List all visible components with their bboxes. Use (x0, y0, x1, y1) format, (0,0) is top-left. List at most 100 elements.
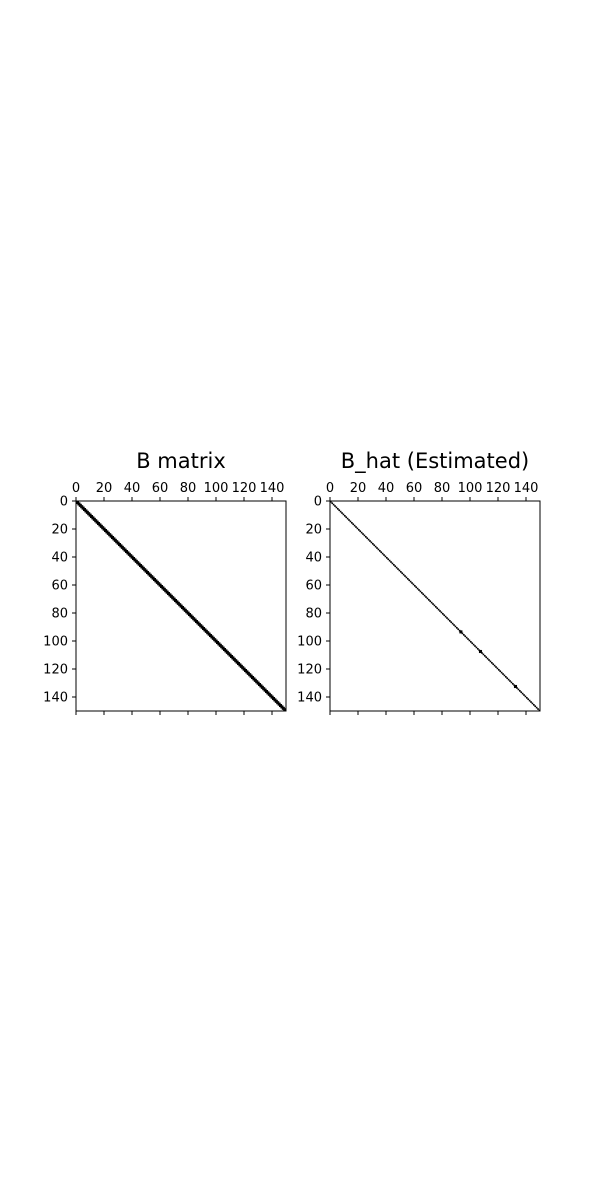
matrix-cell (178, 603, 180, 605)
matrix-cell (231, 657, 234, 660)
matrix-cell (272, 697, 274, 699)
y-tick-label: 60 (305, 579, 322, 594)
matrix-cell (167, 592, 169, 594)
matrix-cell (411, 582, 413, 584)
matrix-cell (202, 625, 204, 628)
matrix-cell (475, 646, 478, 649)
matrix-cell (439, 610, 441, 612)
matrix-cell (344, 515, 346, 517)
matrix-cell (122, 548, 124, 551)
matrix-cell (244, 669, 246, 671)
matrix-cell (77, 503, 80, 506)
matrix-cell (349, 520, 352, 523)
matrix-cell (169, 593, 172, 596)
matrix-cell (263, 690, 266, 692)
matrix-cell (113, 540, 116, 542)
matrix-cell (260, 684, 263, 687)
matrix-cell (111, 537, 113, 540)
matrix-cell (143, 566, 145, 569)
matrix-cell (214, 639, 217, 642)
chart-title: B_hat (Estimated) (341, 449, 529, 474)
matrix-cell (339, 510, 342, 513)
matrix-cell (127, 554, 130, 556)
matrix-cell (143, 568, 145, 570)
matrix-cell (176, 601, 179, 604)
matrix-cell (245, 669, 248, 671)
matrix-cell (407, 578, 409, 580)
matrix-cell (139, 562, 141, 565)
matrix-cell (486, 657, 489, 660)
matrix-cell (101, 526, 103, 528)
matrix-cell (168, 593, 171, 596)
matrix-cell (355, 526, 357, 528)
matrix-cell (162, 586, 165, 589)
matrix-cell (108, 531, 110, 534)
matrix-cell (395, 566, 398, 569)
matrix-cell (266, 690, 269, 692)
matrix-cell (443, 614, 446, 617)
matrix-cell-highlight (513, 684, 518, 689)
matrix-cell (273, 699, 276, 702)
matrix-cell (224, 650, 227, 653)
matrix-cell (277, 701, 280, 703)
matrix-cell (492, 663, 495, 666)
matrix-cell (232, 659, 235, 661)
matrix-cell-highlight (459, 630, 463, 634)
matrix-cell (517, 688, 520, 691)
matrix-cell (519, 690, 521, 692)
matrix-cell (356, 527, 359, 530)
matrix-cell (84, 510, 87, 513)
matrix-cell (258, 683, 260, 685)
matrix-cell (188, 611, 190, 614)
matrix-cell (238, 663, 241, 666)
matrix-cell (115, 538, 117, 541)
matrix-cell (471, 642, 474, 645)
matrix-cell (157, 580, 159, 583)
matrix-cell (279, 704, 281, 706)
matrix-cell (120, 547, 123, 549)
matrix-cell (140, 565, 143, 568)
matrix-cell (153, 578, 155, 580)
matrix-cell (345, 516, 348, 519)
matrix-cell (426, 597, 429, 600)
matrix-cell (248, 673, 250, 675)
matrix-cell (213, 638, 215, 640)
matrix-cell (221, 645, 224, 647)
x-tick-label: 20 (96, 481, 113, 496)
matrix-cell (179, 603, 182, 605)
matrix-cell (183, 608, 186, 611)
matrix-cell (365, 536, 367, 538)
matrix-cell (186, 613, 189, 615)
matrix-cell (256, 681, 259, 684)
matrix-cell (99, 524, 102, 527)
matrix-cell (272, 695, 274, 698)
matrix-cell (176, 600, 179, 603)
x-tick-label: 140 (514, 481, 539, 496)
matrix-cell (259, 685, 262, 688)
matrix-cell (125, 550, 127, 552)
matrix-cell (189, 615, 192, 618)
matrix-cell (109, 536, 112, 538)
matrix-cell (273, 697, 276, 699)
matrix-cell (175, 601, 178, 604)
matrix-cell (241, 667, 243, 670)
matrix-cell (109, 534, 112, 537)
matrix-cell (284, 708, 287, 710)
matrix-cell (164, 590, 166, 593)
matrix-cell (216, 641, 218, 643)
matrix-cell (348, 519, 350, 521)
matrix-cell (269, 692, 271, 695)
matrix-cells (76, 501, 287, 712)
matrix-cell (503, 674, 506, 677)
matrix-cell (164, 589, 166, 591)
matrix-cell (231, 656, 234, 659)
matrix-cell (108, 534, 110, 537)
matrix-cell (484, 655, 486, 657)
matrix-cell (400, 571, 402, 573)
matrix-cell (237, 660, 239, 663)
matrix-cell (225, 649, 228, 652)
matrix-cell (380, 551, 383, 554)
matrix-cell (251, 674, 253, 677)
matrix-cell (171, 597, 173, 600)
matrix-cell (155, 580, 158, 583)
